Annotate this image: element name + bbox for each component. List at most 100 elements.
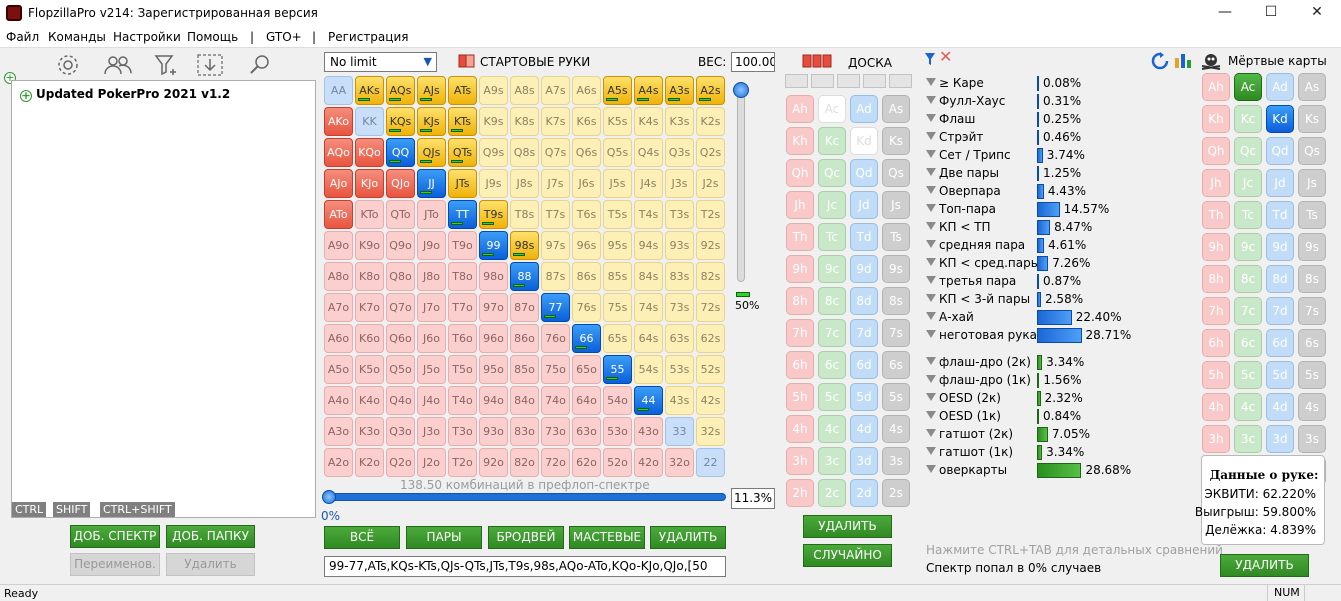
hand-cell-A2s[interactable]: A2s bbox=[696, 76, 725, 105]
menu-gto[interactable]: GTO+ bbox=[266, 30, 302, 44]
board-card-Qd[interactable]: Qd bbox=[850, 159, 878, 187]
hand-cell-A6s[interactable]: A6s bbox=[572, 76, 601, 105]
stat-row[interactable]: Оверпара 4.43% bbox=[926, 183, 1131, 200]
hand-cell-K2s[interactable]: K2s bbox=[696, 107, 725, 136]
board-card-Jd[interactable]: Jd bbox=[850, 191, 878, 219]
hand-cell-J4s[interactable]: J4s bbox=[634, 169, 663, 198]
hand-cell-T2s[interactable]: T2s bbox=[696, 200, 725, 229]
stat-row[interactable]: гатшот (2к) 7.05% bbox=[926, 426, 1131, 443]
hand-cell-33[interactable]: 33 bbox=[665, 417, 694, 446]
dead-card-Tc[interactable]: Tc bbox=[1234, 201, 1262, 229]
dead-card-Qc[interactable]: Qc bbox=[1234, 137, 1262, 165]
dead-card-Ac[interactable]: Ac bbox=[1234, 73, 1262, 101]
dead-card-Kc[interactable]: Kc bbox=[1234, 105, 1262, 133]
hand-cell-K3s[interactable]: K3s bbox=[665, 107, 694, 136]
board-card-Ad[interactable]: Ad bbox=[850, 95, 878, 123]
filter-add-icon[interactable] bbox=[152, 53, 180, 77]
hand-cell-53o[interactable]: 53o bbox=[603, 417, 632, 446]
dead-card-Js[interactable]: Js bbox=[1298, 169, 1326, 197]
board-card-2d[interactable]: 2d bbox=[850, 479, 878, 507]
dead-card-8d[interactable]: 8d bbox=[1266, 265, 1294, 293]
hand-cell-QJo[interactable]: QJo bbox=[386, 169, 415, 198]
hand-cell-82o[interactable]: 82o bbox=[510, 448, 539, 477]
board-card-7h[interactable]: 7h bbox=[786, 319, 814, 347]
stat-row[interactable]: неготовая рука 28.71% bbox=[926, 327, 1131, 344]
hand-cell-J7o[interactable]: J7o bbox=[417, 293, 446, 322]
dead-card-Kh[interactable]: Kh bbox=[1202, 105, 1230, 133]
hand-cell-92s[interactable]: 92s bbox=[696, 231, 725, 260]
hand-cell-52o[interactable]: 52o bbox=[603, 448, 632, 477]
filter-arrow-icon[interactable] bbox=[926, 330, 936, 338]
hand-cell-K8o[interactable]: K8o bbox=[355, 262, 384, 291]
add-range-button[interactable]: ДОБ. СПЕКТР bbox=[70, 525, 160, 548]
range-percent-input[interactable]: 11.3% bbox=[731, 488, 775, 509]
board-card-Qh[interactable]: Qh bbox=[786, 159, 814, 187]
hand-cell-J6o[interactable]: J6o bbox=[417, 324, 446, 353]
board-card-Ts[interactable]: Ts bbox=[882, 223, 910, 251]
board-card-5d[interactable]: 5d bbox=[850, 383, 878, 411]
hand-cell-94o[interactable]: 94o bbox=[479, 386, 508, 415]
dead-card-7h[interactable]: 7h bbox=[1202, 297, 1230, 325]
hand-cell-96o[interactable]: 96o bbox=[479, 324, 508, 353]
suited-button[interactable]: МАСТЕВЫЕ bbox=[569, 526, 645, 549]
dead-card-6h[interactable]: 6h bbox=[1202, 329, 1230, 357]
hand-cell-J2o[interactable]: J2o bbox=[417, 448, 446, 477]
hand-cell-96s[interactable]: 96s bbox=[572, 231, 601, 260]
hand-cell-43s[interactable]: 43s bbox=[665, 386, 694, 415]
board-card-Ks[interactable]: Ks bbox=[882, 127, 910, 155]
hand-cell-53s[interactable]: 53s bbox=[665, 355, 694, 384]
hand-cell-65o[interactable]: 65o bbox=[572, 355, 601, 384]
board-card-Ac[interactable]: Ac bbox=[818, 95, 846, 123]
dead-card-Jd[interactable]: Jd bbox=[1266, 169, 1294, 197]
stat-row[interactable]: Фулл-Хаус 0.31% bbox=[926, 93, 1131, 110]
dead-card-5d[interactable]: 5d bbox=[1266, 361, 1294, 389]
board-card-As[interactable]: As bbox=[882, 95, 910, 123]
board-card-7s[interactable]: 7s bbox=[882, 319, 910, 347]
hand-cell-63s[interactable]: 63s bbox=[665, 324, 694, 353]
board-slot[interactable] bbox=[863, 74, 886, 88]
bar-chart-icon[interactable] bbox=[1174, 52, 1194, 68]
hand-cell-T4o[interactable]: T4o bbox=[448, 386, 477, 415]
weight-slider-track[interactable] bbox=[737, 86, 745, 282]
stat-row[interactable]: Стрэйт 0.46% bbox=[926, 129, 1131, 146]
dead-card-3d[interactable]: 3d bbox=[1266, 425, 1294, 453]
filter-arrow-icon[interactable] bbox=[926, 393, 936, 401]
stat-row[interactable]: Две пары 1.25% bbox=[926, 165, 1131, 182]
hand-cell-J3o[interactable]: J3o bbox=[417, 417, 446, 446]
hand-cell-73o[interactable]: 73o bbox=[541, 417, 570, 446]
stat-row[interactable]: флаш-дро (2к) 3.34% bbox=[926, 354, 1131, 371]
hand-cell-T7s[interactable]: T7s bbox=[541, 200, 570, 229]
board-card-7c[interactable]: 7c bbox=[818, 319, 846, 347]
board-card-Qc[interactable]: Qc bbox=[818, 159, 846, 187]
board-card-Qs[interactable]: Qs bbox=[882, 159, 910, 187]
hand-cell-A3o[interactable]: A3o bbox=[324, 417, 353, 446]
stat-row[interactable]: КП < 3-й пары 2.58% bbox=[926, 291, 1131, 308]
board-card-6h[interactable]: 6h bbox=[786, 351, 814, 379]
hand-cell-K4o[interactable]: K4o bbox=[355, 386, 384, 415]
hand-cell-22[interactable]: 22 bbox=[696, 448, 725, 477]
hand-cell-J7s[interactable]: J7s bbox=[541, 169, 570, 198]
board-card-Tc[interactable]: Tc bbox=[818, 223, 846, 251]
hand-cell-Q2s[interactable]: Q2s bbox=[696, 138, 725, 167]
menu-file[interactable]: Файл bbox=[6, 30, 40, 44]
dead-card-Ah[interactable]: Ah bbox=[1202, 73, 1230, 101]
hand-cell-T5s[interactable]: T5s bbox=[603, 200, 632, 229]
hand-cell-J8o[interactable]: J8o bbox=[417, 262, 446, 291]
stat-row[interactable]: гатшот (1к) 3.34% bbox=[926, 444, 1131, 461]
hand-cell-T8o[interactable]: T8o bbox=[448, 262, 477, 291]
hand-cell-95o[interactable]: 95o bbox=[479, 355, 508, 384]
board-card-Js[interactable]: Js bbox=[882, 191, 910, 219]
dead-card-Qh[interactable]: Qh bbox=[1202, 137, 1230, 165]
hand-cell-K2o[interactable]: K2o bbox=[355, 448, 384, 477]
pairs-button[interactable]: ПАРЫ bbox=[406, 526, 482, 549]
dead-card-Ts[interactable]: Ts bbox=[1298, 201, 1326, 229]
hand-cell-K3o[interactable]: K3o bbox=[355, 417, 384, 446]
board-card-Kc[interactable]: Kc bbox=[818, 127, 846, 155]
dead-card-8h[interactable]: 8h bbox=[1202, 265, 1230, 293]
menu-commands[interactable]: Команды bbox=[48, 30, 106, 44]
weight-input[interactable]: 100.00 bbox=[731, 52, 775, 72]
filter-arrow-icon[interactable] bbox=[926, 357, 936, 365]
hand-cell-64s[interactable]: 64s bbox=[634, 324, 663, 353]
board-card-5h[interactable]: 5h bbox=[786, 383, 814, 411]
filter-arrow-icon[interactable] bbox=[926, 465, 936, 473]
